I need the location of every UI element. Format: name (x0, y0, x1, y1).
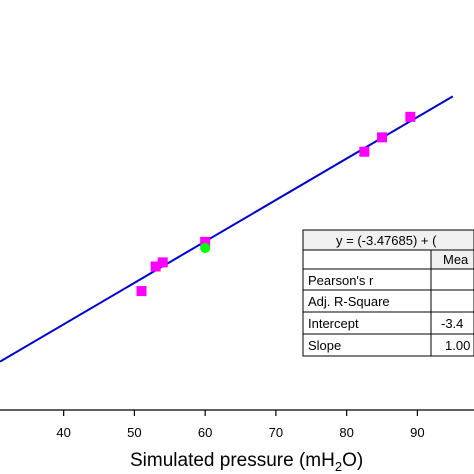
x-axis-title-tail: O) (342, 450, 363, 471)
stats-row-label: Slope (308, 338, 341, 353)
stats-row-label: Intercept (308, 316, 359, 331)
x-tick-label: 80 (339, 425, 353, 440)
x-tick-label: 50 (127, 425, 141, 440)
x-tick-label: 90 (410, 425, 424, 440)
data-points (136, 111, 416, 297)
stats-table: y = (-3.47685) + ( Mea Pearson's r Adj. … (302, 229, 474, 357)
data-point-square (405, 111, 416, 122)
x-axis-title: Simulated pressure (mH2O) (130, 450, 363, 474)
x-axis-ticks: 40 50 60 70 80 90 (56, 410, 425, 440)
stats-row-value: -3.4 (441, 316, 463, 331)
stats-row-label: Adj. R-Square (308, 294, 390, 309)
stats-header: Mea (443, 252, 469, 267)
x-tick-label: 60 (198, 425, 212, 440)
data-point-square (136, 286, 147, 297)
data-point-square (150, 261, 161, 272)
x-tick-label: 40 (56, 425, 70, 440)
x-tick-label: 70 (269, 425, 283, 440)
x-axis-title-subscript: 2 (335, 459, 342, 474)
data-point-circle (200, 243, 211, 254)
data-point-square (200, 236, 211, 247)
stats-row-value: 1.00 (445, 338, 470, 353)
x-axis-title-main: Simulated pressure (mH (130, 450, 335, 471)
data-point-square (377, 132, 388, 143)
data-point-square (359, 146, 370, 157)
stats-equation: y = (-3.47685) + ( (336, 233, 437, 248)
stats-row-label: Pearson's r (308, 273, 374, 288)
data-point-square (157, 257, 168, 268)
